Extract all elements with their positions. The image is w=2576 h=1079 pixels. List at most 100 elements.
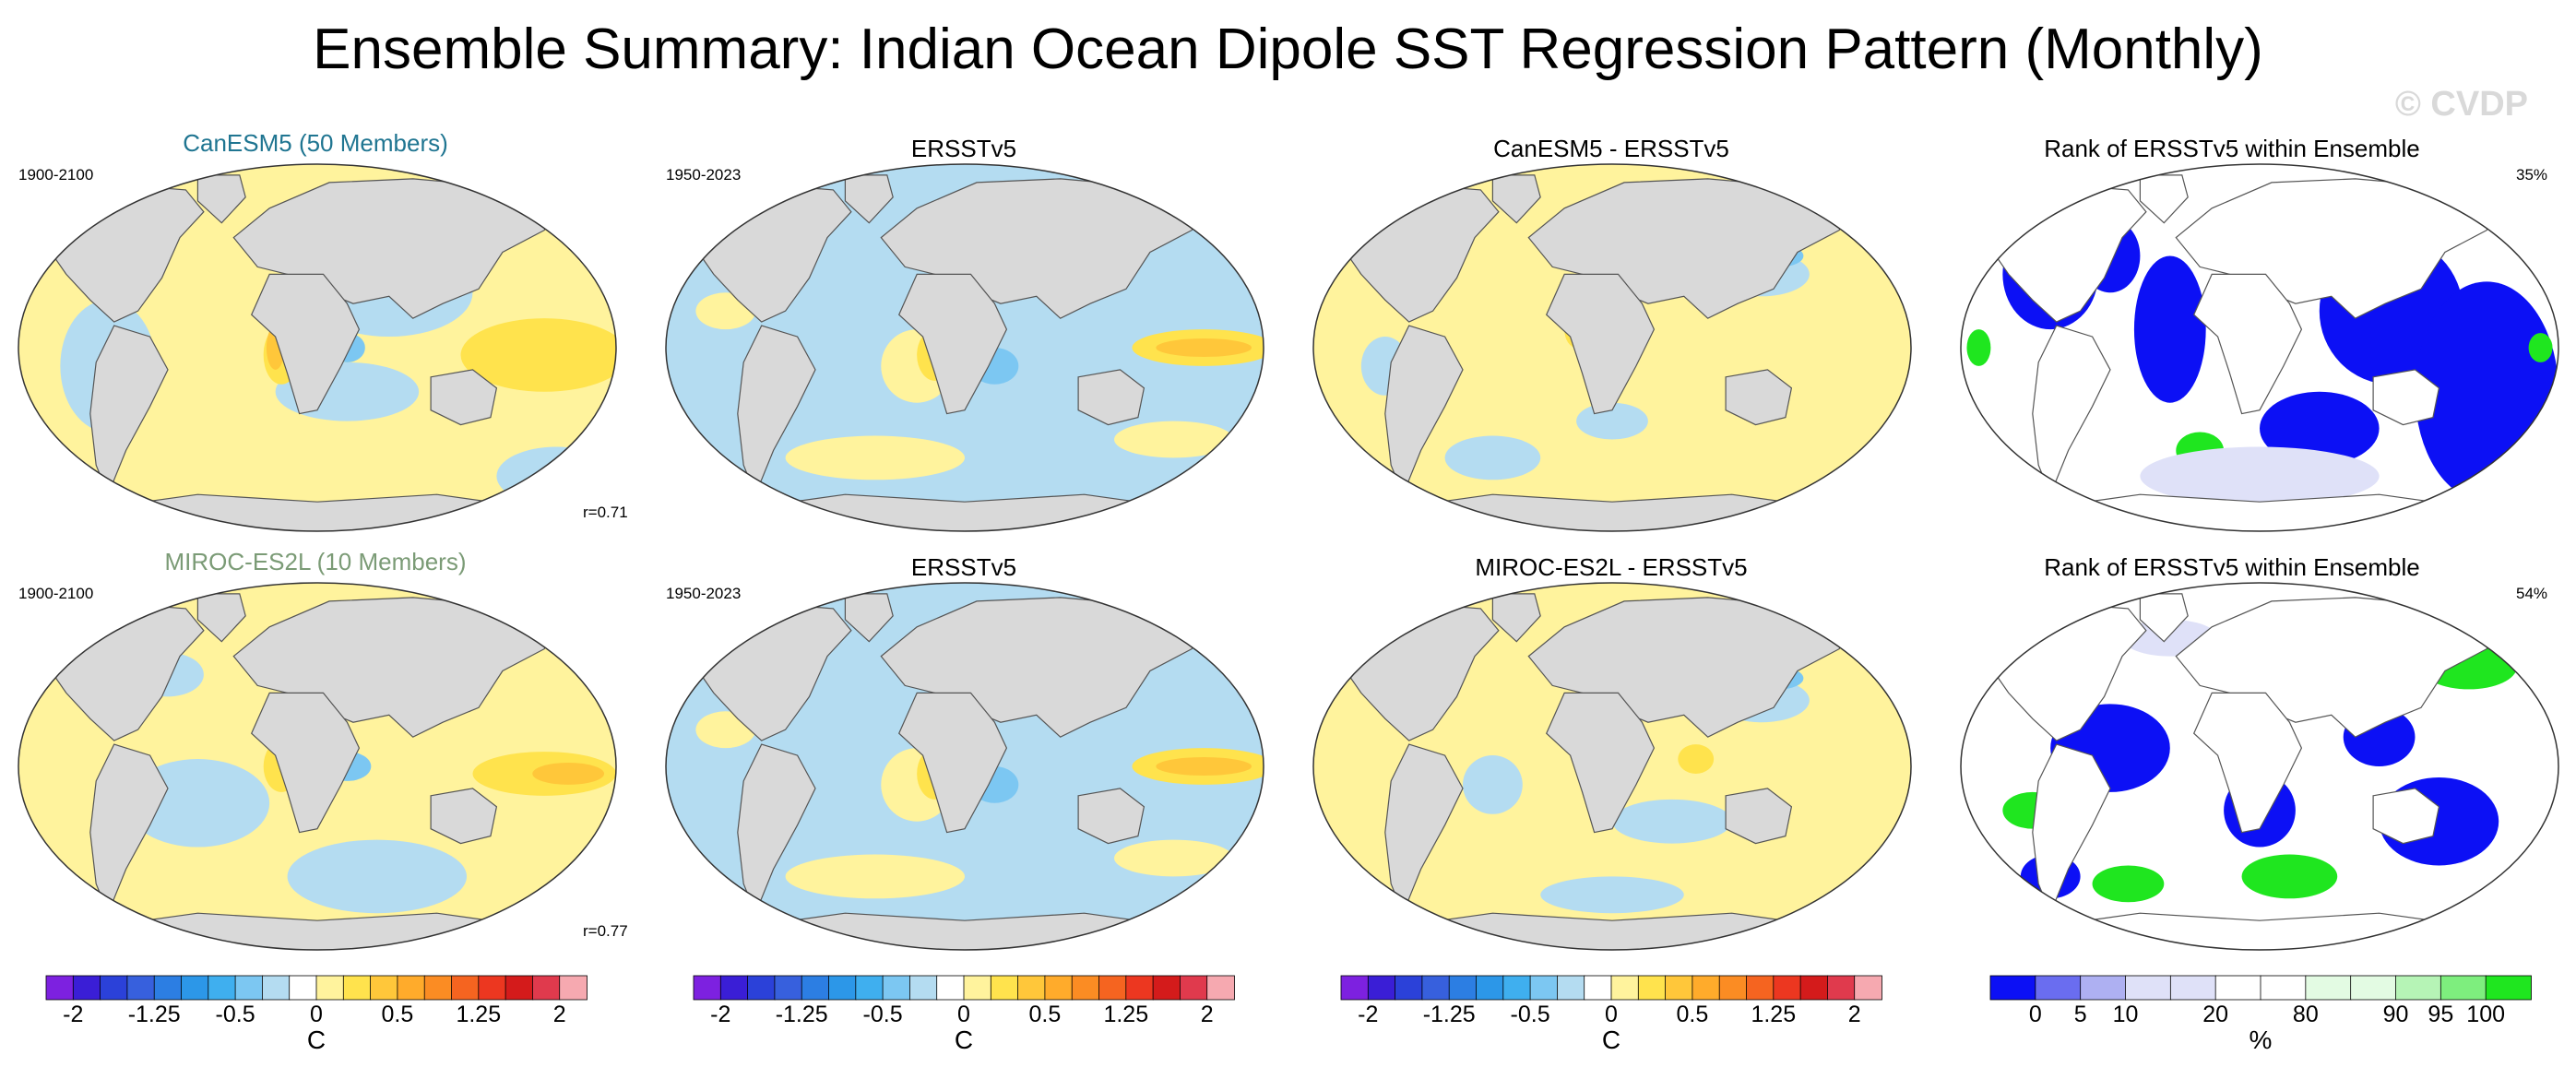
landmass-6 [430, 788, 498, 845]
landmass-2 [89, 325, 169, 496]
colorbar-tick-label: -1.25 [775, 1002, 828, 1027]
colorbar-swatch [1637, 975, 1667, 1001]
anomaly-region-3 [287, 839, 467, 914]
anomaly-region-10 [1114, 421, 1234, 458]
colorbar-tick-label: 0.5 [381, 1002, 414, 1027]
colorbar-swatch [100, 975, 128, 1001]
colorbar-tick-label: 1.25 [1751, 1002, 1797, 1027]
colorbar-swatch [719, 975, 749, 1001]
colorbar-tick-label: -1.25 [127, 1002, 181, 1027]
anomaly-region-7 [1540, 876, 1684, 914]
pattern-correlation-miroc: r=0.77 [583, 922, 628, 940]
landmass-3 [844, 174, 894, 224]
colorbar-swatch [855, 975, 884, 1001]
colorbar-swatch [1773, 975, 1802, 1001]
map-border [665, 163, 1264, 532]
colorbar-swatch [2395, 975, 2442, 1001]
colorbar-swatch [2350, 975, 2397, 1001]
colorbar-swatch [1125, 975, 1155, 1001]
colorbar-tick-label: 0 [310, 1002, 323, 1027]
colorbar-unit-label: % [2249, 1026, 2273, 1054]
landmass-2 [2032, 743, 2111, 915]
landmass-2 [89, 743, 169, 915]
colorbar-swatch [478, 975, 506, 1001]
landmass-6 [1077, 788, 1146, 845]
panel-title-rank-1: Rank of ERSSTv5 within Ensemble [2044, 135, 2420, 162]
anomaly-region-5 [1156, 757, 1252, 776]
colorbar-swatch [2260, 975, 2307, 1001]
colorbar-swatch [963, 975, 992, 1001]
landmass-3 [2139, 593, 2189, 643]
colorbar-swatch [451, 975, 480, 1001]
pattern-correlation-canesm5: r=0.71 [583, 504, 628, 521]
colorbar-tick-label: 20 [2202, 1002, 2229, 1027]
colorbar-swatch [1098, 975, 1127, 1001]
landmass-5 [1545, 273, 1656, 415]
anomaly-region-5 [1156, 338, 1252, 357]
colorbar-swatch [801, 975, 830, 1001]
colorbar-unit-label: C [306, 1026, 326, 1054]
map-border [665, 582, 1264, 951]
panel-title-miroc: MIROC-ES2L (10 Members) [164, 548, 467, 575]
landmass-3 [196, 174, 246, 224]
map-panel-1 [18, 163, 617, 532]
map-border [1312, 582, 1912, 951]
colorbar-swatch [1017, 975, 1046, 1001]
anomaly-region-11 [2528, 333, 2553, 362]
colorbar-swatch [208, 975, 237, 1001]
colorbar-swatch [2214, 975, 2261, 1001]
colorbar-tick-label: -2 [63, 1002, 84, 1027]
landmass-2 [1384, 325, 1464, 496]
colorbar-tick-label: -0.5 [862, 1002, 903, 1027]
colorbar-tick-label: 2 [552, 1002, 566, 1027]
colorbar-2 [693, 975, 1235, 1001]
landmass-5 [897, 692, 1008, 834]
colorbar-swatch [1152, 975, 1181, 1001]
anomaly-region-7 [785, 435, 965, 480]
landmass-6 [2372, 788, 2440, 845]
map-panel-8 [1960, 582, 2559, 951]
colorbar-swatch [1610, 975, 1640, 1001]
panel-title-rank-2: Rank of ERSSTv5 within Ensemble [2044, 553, 2420, 581]
colorbar-tick-label: 5 [2073, 1002, 2087, 1027]
colorbar-swatch [1827, 975, 1856, 1001]
colorbar-swatch [2169, 975, 2217, 1001]
colorbar-swatch [774, 975, 803, 1001]
colorbar-tick-label: 80 [2292, 1002, 2319, 1027]
anomaly-region-4 [1444, 435, 1541, 480]
map-panel-7 [1312, 582, 1912, 951]
rank-percent-2: 54% [2516, 585, 2548, 602]
colorbar-tick-label: -2 [1358, 1002, 1379, 1027]
anomaly-region-10 [1966, 329, 1991, 366]
landmass-3 [2139, 174, 2189, 224]
colorbar-swatch [2305, 975, 2352, 1001]
colorbar-4 [1989, 975, 2532, 1001]
colorbar-swatch [342, 975, 372, 1001]
colorbar-swatch [532, 975, 561, 1001]
landmass-3 [1491, 593, 1541, 643]
colorbar-tick-label: 0 [2028, 1002, 2042, 1027]
colorbar-swatch [1692, 975, 1721, 1001]
map-panel-4 [1960, 163, 2559, 532]
panel-title-canesm5-diff: CanESM5 - ERSSTv5 [1493, 135, 1729, 162]
anomaly-region-12 [2140, 446, 2380, 506]
map-panel-6 [665, 582, 1264, 951]
anomaly-region-5 [2133, 255, 2206, 403]
colorbar-tick-label: 1.25 [1103, 1002, 1149, 1027]
anomaly-region-8 [2092, 865, 2165, 903]
colorbar-swatch [1206, 975, 1235, 1001]
colorbar-swatch [126, 975, 156, 1001]
map-border [1960, 163, 2559, 532]
colorbar-swatch [397, 975, 426, 1001]
colorbar-tick-label: 2 [1847, 1002, 1861, 1027]
map-panel-3 [1312, 163, 1912, 532]
figure-title: Ensemble Summary: Indian Ocean Dipole SS… [313, 18, 2263, 81]
colorbar-tick-label: 0 [957, 1002, 970, 1027]
colorbar-swatch [1584, 975, 1612, 1001]
landmass-6 [1077, 369, 1146, 426]
colorbar-swatch [2035, 975, 2082, 1001]
colorbar-tick-label: 1.25 [456, 1002, 502, 1027]
colorbar-tick-label: 90 [2382, 1002, 2409, 1027]
colorbar-unit-label: C [954, 1026, 974, 1054]
